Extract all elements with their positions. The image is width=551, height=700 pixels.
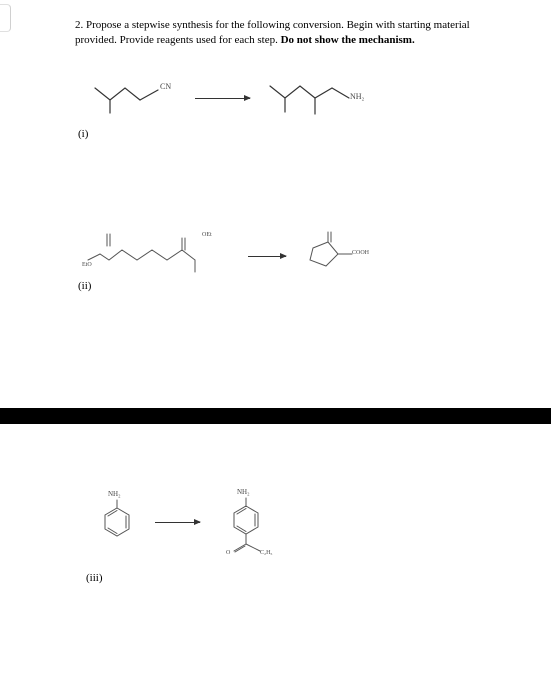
part-i-arrow bbox=[195, 98, 250, 99]
part-ii-label: (ii) bbox=[78, 280, 91, 292]
part-i-nh2-label: NH₂ bbox=[350, 92, 364, 101]
part-iii-reactant-structure bbox=[95, 498, 140, 548]
question-line1: Propose a stepwise synthesis for the fol… bbox=[86, 19, 470, 31]
part-iii-c2h5-label: C₂H₅ bbox=[260, 550, 273, 556]
part-ii-oet-label: OEt bbox=[202, 232, 212, 238]
question-number: 2. bbox=[75, 19, 83, 31]
part-ii-product-structure bbox=[298, 230, 358, 280]
part-iii-nh2-left: NH₂ bbox=[108, 490, 121, 498]
part-ii-eto-label: EtO bbox=[82, 262, 92, 268]
part-iii-product-structure bbox=[222, 496, 282, 571]
part-i-cn-label: CN bbox=[160, 82, 171, 91]
question-line2: provided. Provide reagents used for each… bbox=[75, 34, 278, 46]
part-iii-arrow bbox=[155, 522, 200, 523]
question-emphasis: Do not show the mechanism. bbox=[278, 34, 415, 46]
part-ii-cooh-label: COOH bbox=[352, 250, 369, 256]
section-divider-bar bbox=[0, 408, 551, 424]
part-iii-o-label: O bbox=[226, 550, 230, 556]
part-i-label: (i) bbox=[78, 128, 88, 140]
question-prompt: 2. Propose a stepwise synthesis for the … bbox=[75, 18, 485, 48]
part-ii-reactant-structure bbox=[82, 228, 242, 283]
part-iii-nh2-right: NH₂ bbox=[237, 488, 250, 496]
page-corner-notch bbox=[0, 4, 11, 32]
part-iii-label: (iii) bbox=[86, 572, 103, 584]
part-ii-arrow bbox=[248, 256, 286, 257]
